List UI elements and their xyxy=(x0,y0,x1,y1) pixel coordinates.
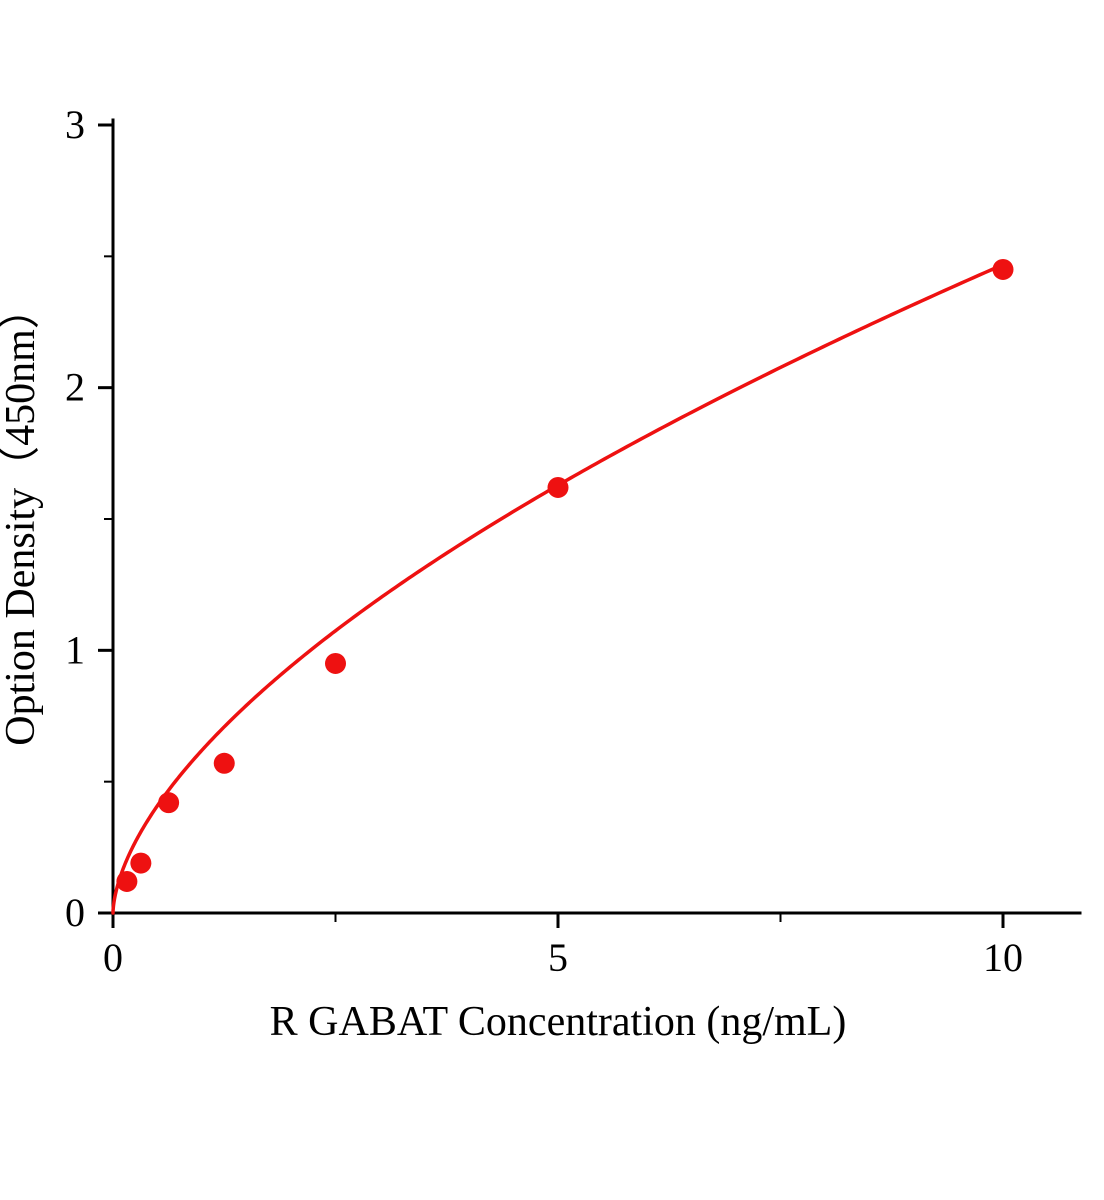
y-axis-label: Option Density（450nm） xyxy=(0,287,44,746)
fit-curve-line xyxy=(111,262,1005,915)
data-point xyxy=(158,792,180,814)
y-tick-label: 1 xyxy=(65,627,85,672)
tick-labels: 0 5 10 0 1 2 3 xyxy=(65,102,1023,980)
data-points xyxy=(116,258,1014,892)
data-point xyxy=(213,752,235,774)
y-tick-label: 2 xyxy=(65,365,85,410)
axis-ticks xyxy=(98,123,1005,928)
data-point xyxy=(325,652,346,674)
x-axis-label: R GABAT Concentration (ng/mL) xyxy=(270,999,847,1045)
axes xyxy=(111,118,1082,915)
data-point xyxy=(130,852,152,874)
x-tick-label: 10 xyxy=(983,935,1023,980)
axis-lines xyxy=(111,118,1082,915)
x-tick-label: 5 xyxy=(548,935,568,980)
y-tick-label: 0 xyxy=(65,890,85,935)
data-point xyxy=(547,476,569,498)
y-tick-label: 3 xyxy=(65,102,85,147)
x-tick-label: 0 xyxy=(103,935,123,980)
data-point xyxy=(992,258,1014,280)
data-point xyxy=(116,870,138,892)
